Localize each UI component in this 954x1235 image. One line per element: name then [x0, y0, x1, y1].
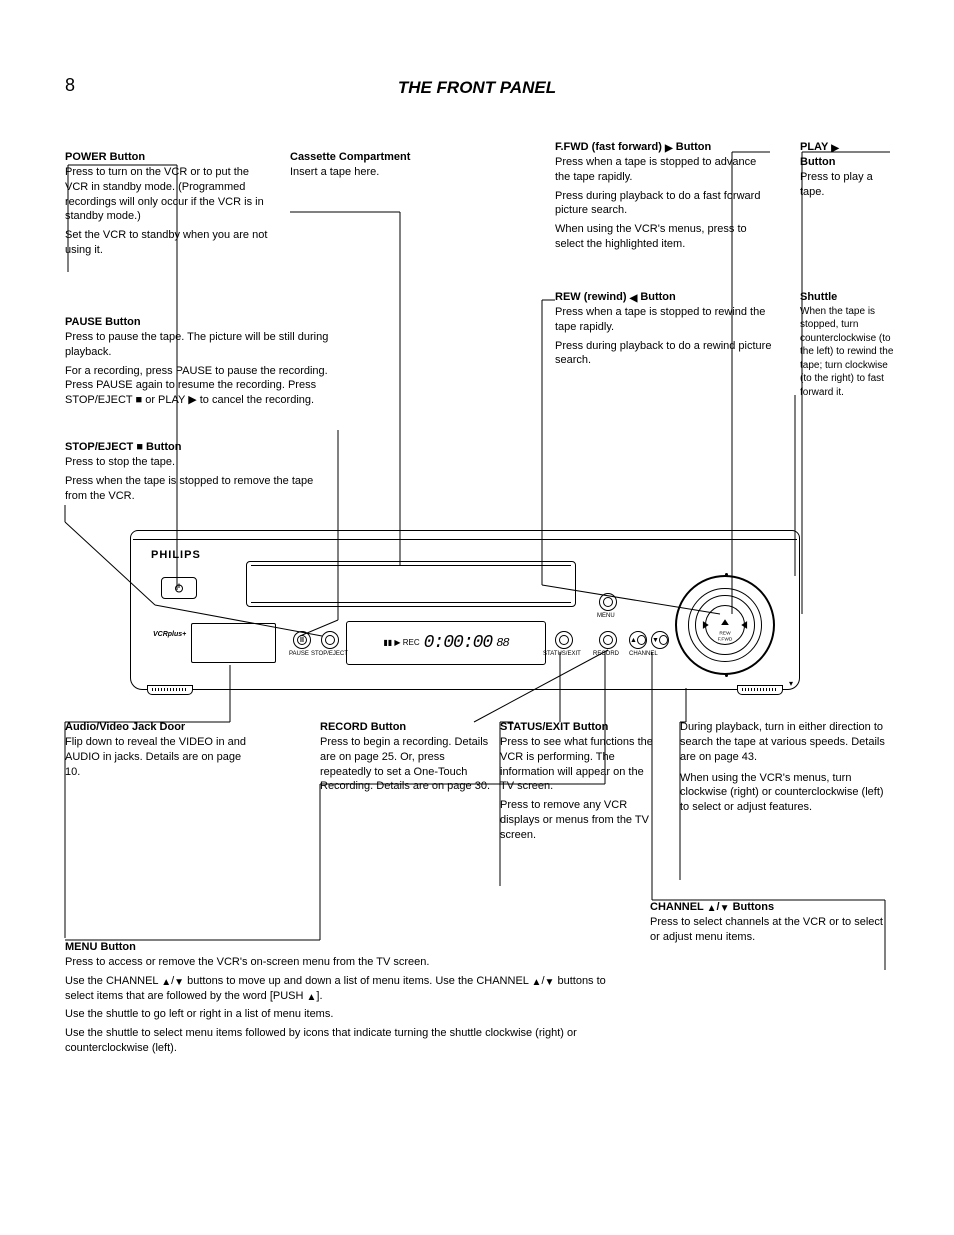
vcr-foot-right	[737, 685, 783, 695]
menu-button[interactable]	[599, 593, 617, 611]
stop-label: STOP/EJECT	[311, 651, 348, 657]
callout-stop: STOP/EJECT ■ Button Press to stop the ta…	[65, 440, 335, 503]
status-exit-button[interactable]	[555, 631, 573, 649]
pause-button[interactable]: II	[293, 631, 311, 649]
callout-pause: PAUSE Button Press to pause the tape. Th…	[65, 315, 335, 408]
power-button[interactable]	[161, 577, 197, 599]
section-title: THE FRONT PANEL	[0, 78, 954, 98]
callout-ffwd: F.FWD (fast forward) Button Press when a…	[555, 140, 765, 252]
callout-menu: MENU Button Press to access or remove th…	[65, 940, 625, 1056]
callout-channel: CHANNEL / Buttons Press to select channe…	[650, 900, 885, 945]
svg-text:REW: REW	[719, 631, 731, 637]
callout-power: POWER Button Press to turn on the VCR or…	[65, 150, 270, 258]
callout-shuttle-details: During playback, turn in either directio…	[680, 720, 885, 815]
callout-door: Audio/Video Jack Door Flip down to revea…	[65, 720, 255, 779]
shuttle-dial[interactable]: REW F.FWD	[675, 575, 775, 675]
callout-cassette: Cassette Compartment Insert a tape here.	[290, 150, 510, 180]
display-time: 0:00:00	[424, 633, 493, 653]
shuttle-icons: REW F.FWD	[677, 577, 773, 673]
channel-label: CHANNEL	[629, 651, 658, 657]
menu-label: MENU	[597, 613, 615, 619]
channel-up-button[interactable]: ▲	[629, 631, 647, 649]
vcr-foot-left	[147, 685, 193, 695]
shuttle-arrow-icon: ▾	[789, 679, 793, 688]
record-button[interactable]	[599, 631, 617, 649]
channel-down-button[interactable]: ▼	[651, 631, 669, 649]
callout-rew: REW (rewind) Button Press when a tape is…	[555, 290, 780, 368]
stop-eject-button[interactable]	[321, 631, 339, 649]
vcr-illustration: PHILIPS VCRplus+ II PAUSE STOP/EJECT ▮▮ …	[130, 530, 800, 690]
callout-record: RECORD Button Press to begin a recording…	[320, 720, 490, 794]
vcr-body: PHILIPS VCRplus+ II PAUSE STOP/EJECT ▮▮ …	[130, 530, 800, 690]
callout-status: STATUS/EXIT Button Press to see what fun…	[500, 720, 660, 843]
display-icons: ▮▮ ▶ REC	[383, 639, 419, 647]
svg-text:F.FWD: F.FWD	[718, 636, 733, 642]
av-jack-door[interactable]	[191, 623, 276, 663]
vcrplus-badge: VCRplus+	[153, 631, 186, 638]
display-panel: ▮▮ ▶ REC 0:00:00 88	[346, 621, 546, 665]
cassette-slot[interactable]	[246, 561, 576, 607]
record-label: RECORD	[593, 651, 619, 657]
power-icon	[173, 582, 185, 594]
status-label: STATUS/EXIT	[543, 651, 581, 657]
callout-shuttle: Shuttle When the tape is stopped, turn c…	[800, 290, 895, 399]
pause-label: PAUSE	[289, 651, 309, 657]
brand-logo: PHILIPS	[151, 549, 201, 561]
callout-play: PLAY Button Press to play a tape.	[800, 140, 900, 199]
dotted-separator	[65, 125, 889, 126]
display-small: 88	[496, 636, 508, 650]
